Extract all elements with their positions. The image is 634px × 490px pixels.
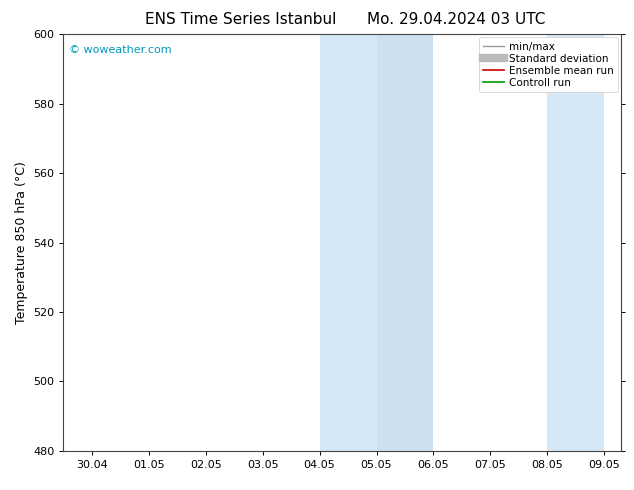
Bar (377, 34, 434, 451)
Text: ENS Time Series Istanbul: ENS Time Series Istanbul (145, 12, 337, 27)
Legend: min/max, Standard deviation, Ensemble mean run, Controll run: min/max, Standard deviation, Ensemble me… (479, 37, 618, 92)
Y-axis label: Temperature 850 hPa (°C): Temperature 850 hPa (°C) (15, 161, 27, 324)
Bar (547, 34, 604, 451)
Text: Mo. 29.04.2024 03 UTC: Mo. 29.04.2024 03 UTC (367, 12, 546, 27)
Text: © woweather.com: © woweather.com (69, 45, 172, 55)
Bar (320, 34, 377, 451)
